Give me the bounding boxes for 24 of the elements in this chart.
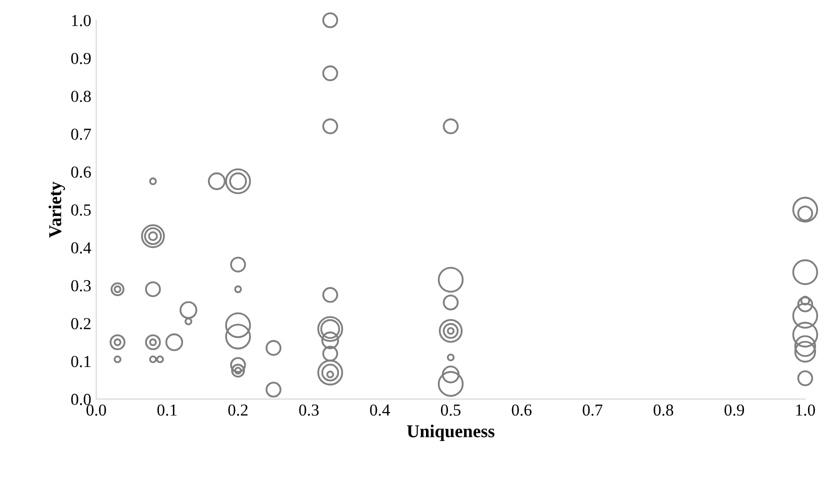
y-tick-label: 0.4	[71, 242, 92, 254]
x-tick-label: 0.5	[440, 404, 460, 416]
y-tick-label: 0.7	[71, 128, 91, 140]
x-tick-label: 0.9	[724, 404, 744, 416]
y-tick-label: 0.5	[71, 204, 91, 216]
y-tick-label: 0.1	[71, 356, 90, 368]
y-tick-label: 0.6	[71, 166, 91, 178]
y-tick-label: 0.9	[71, 52, 91, 64]
y-tick-label: 0.0	[71, 394, 91, 406]
y-tick-label: 0.2	[71, 318, 90, 330]
y-tick-label: 0.3	[71, 280, 91, 292]
x-tick-label: 0.7	[582, 404, 602, 416]
x-axis-title: Uniqueness	[407, 424, 494, 441]
y-axis-title: Variety	[48, 182, 66, 238]
x-tick-label: 0.4	[370, 404, 390, 416]
x-tick-label: 0.3	[299, 404, 319, 416]
x-tick-label: 0.2	[228, 404, 248, 416]
x-tick-label: 0.6	[512, 404, 532, 416]
y-tick-label: 0.8	[71, 90, 91, 102]
y-tick-label: 1.0	[72, 14, 91, 26]
x-tick-label: 0.1	[157, 404, 177, 416]
x-tick-label: 1.0	[796, 404, 815, 416]
x-tick-label: 0.0	[86, 404, 106, 416]
x-tick-label: 0.8	[654, 404, 674, 416]
